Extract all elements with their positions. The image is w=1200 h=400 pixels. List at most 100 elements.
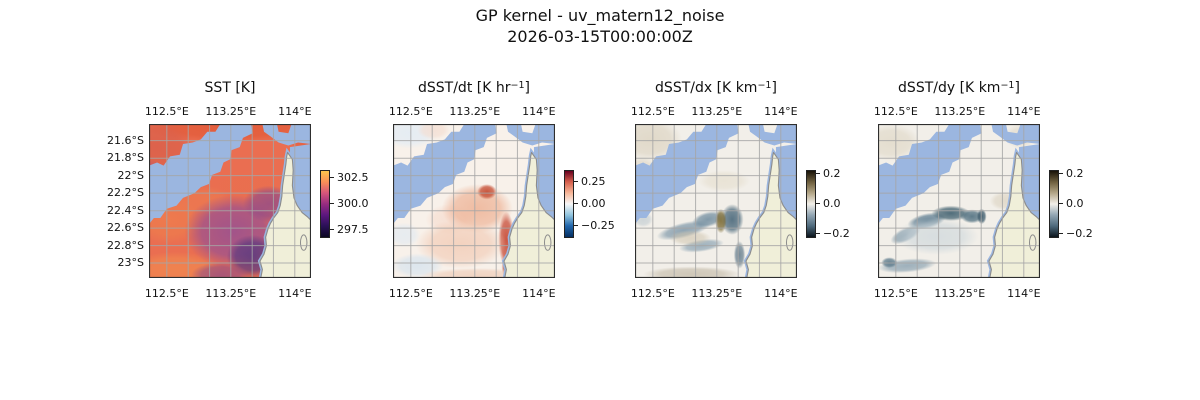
- field-blob: [698, 170, 751, 192]
- colorbar-tick: [330, 177, 334, 179]
- colorbar-dsst-dx: [806, 170, 816, 238]
- y-tick-label: 22.6°S: [107, 221, 144, 235]
- panel-title-sup: −1: [757, 79, 772, 91]
- colorbar-tick-label: 300.0: [337, 196, 369, 210]
- x-tick-label-top: 112.5°E: [144, 105, 189, 118]
- x-tick-label-top: 113.25°E: [205, 105, 257, 118]
- colorbar-tick: [1059, 173, 1063, 175]
- x-tick-label-bottom: 114°E: [764, 287, 798, 300]
- panel-title-text: dSST/dy [K km: [898, 80, 1001, 96]
- cloud-mask: [149, 124, 253, 225]
- x-tick-label-top: 112.5°E: [630, 105, 675, 118]
- x-tick-label-bottom: 113.25°E: [691, 287, 743, 300]
- x-tick-label-bottom: 113.25°E: [449, 287, 501, 300]
- island: [1028, 234, 1037, 251]
- map-frame: [878, 124, 1040, 278]
- x-tick-label-top: 114°E: [764, 105, 798, 118]
- x-tick-label-bottom: 113.25°E: [205, 287, 257, 300]
- panel-title-dsst-dt: dSST/dt [K hr−1]: [393, 80, 555, 98]
- x-tick-label-bottom: 114°E: [278, 287, 312, 300]
- field-blob: [415, 219, 507, 269]
- cloud-mask: [393, 124, 497, 225]
- x-tick-label-top: 113.25°E: [449, 105, 501, 118]
- field-blob: [191, 262, 250, 278]
- field-blob: [477, 184, 497, 200]
- colorbar-tick: [816, 203, 820, 204]
- panel-title-sup: −1: [510, 79, 525, 91]
- field-blob: [733, 241, 746, 269]
- field-blob: [931, 205, 971, 222]
- colorbar-tick-label: 0.0: [823, 197, 841, 210]
- y-tick-label: 22°S: [117, 168, 144, 182]
- panel-title-text: ]: [524, 80, 530, 96]
- map-svg-dsst-dy: [878, 124, 1040, 278]
- x-tick-label-top: 114°E: [522, 105, 556, 118]
- x-tick-label-top: 114°E: [278, 105, 312, 118]
- field-blob: [878, 124, 921, 161]
- panel-title-text: SST [K]: [204, 80, 256, 96]
- field-blob: [669, 230, 712, 246]
- suptitle-line2: 2026-03-15T00:00:00Z: [507, 27, 693, 46]
- colorbar-tick: [574, 181, 578, 183]
- cloud-mask: [878, 124, 982, 225]
- colorbar-tick-label: 302.5: [337, 171, 369, 185]
- cloud-mask: [635, 124, 739, 225]
- panel-title-dsst-dy: dSST/dy [K km−1]: [878, 80, 1040, 98]
- field-blob: [417, 124, 450, 140]
- panel-title-text: dSST/dt [K hr: [418, 80, 511, 96]
- colorbar-sst: [320, 170, 330, 238]
- field-blob: [715, 208, 727, 234]
- colorbar-tick: [1059, 232, 1063, 234]
- panel-title-sup: −1: [1000, 79, 1015, 91]
- panel-title-text: ]: [771, 80, 777, 96]
- colorbar-tick-label: 0.0: [1066, 197, 1084, 210]
- x-tick-label-top: 112.5°E: [873, 105, 918, 118]
- x-tick-label-top: 112.5°E: [388, 105, 433, 118]
- island: [543, 234, 552, 251]
- x-tick-label-bottom: 112.5°E: [388, 287, 433, 300]
- y-tick-label: 21.8°S: [107, 151, 144, 165]
- x-tick-label-bottom: 112.5°E: [630, 287, 675, 300]
- field-blob: [894, 217, 979, 255]
- map-svg-sst: [149, 124, 311, 278]
- colorbar-tick-label: −0.2: [1066, 226, 1093, 240]
- y-tick-label: 22.4°S: [107, 203, 144, 217]
- colorbar-tick-label: 0.00: [581, 197, 606, 210]
- colorbar-tick: [1059, 203, 1063, 204]
- colorbar-tick: [574, 224, 578, 226]
- x-tick-label-bottom: 114°E: [522, 287, 556, 300]
- colorbar-dsst-dt: [564, 170, 574, 238]
- colorbar-tick: [330, 228, 334, 230]
- colorbar-tick-label: 0.2: [1066, 167, 1084, 181]
- x-tick-label-top: 113.25°E: [691, 105, 743, 118]
- panel-title-dsst-dx: dSST/dx [K km−1]: [635, 80, 797, 98]
- panel-map-dsst-dx: [635, 124, 797, 278]
- colorbar-tick-label: 0.25: [581, 175, 606, 189]
- y-tick-label: 22.2°S: [107, 186, 144, 200]
- panel-map-dsst-dt: [393, 124, 555, 278]
- x-tick-label-bottom: 113.25°E: [934, 287, 986, 300]
- island: [785, 234, 794, 251]
- x-tick-label-top: 113.25°E: [934, 105, 986, 118]
- panel-title-sst: SST [K]: [149, 80, 311, 96]
- y-tick-label: 21.6°S: [107, 133, 144, 147]
- colorbar-tick-label: 0.2: [823, 167, 841, 181]
- map-svg-dsst-dt: [393, 124, 555, 278]
- map-frame: [635, 124, 797, 278]
- panel-map-dsst-dy: [878, 124, 1040, 278]
- colorbar-tick: [574, 203, 578, 204]
- x-tick-label-bottom: 114°E: [1007, 287, 1041, 300]
- field-blob: [393, 222, 421, 248]
- colorbar-tick: [330, 202, 334, 204]
- map-frame: [393, 124, 555, 278]
- panel-map-sst: [149, 124, 311, 278]
- island: [299, 234, 308, 251]
- y-tick-label: 23°S: [117, 256, 144, 270]
- panel-title-text: ]: [1014, 80, 1020, 96]
- panel-title-text: dSST/dx [K km: [655, 80, 758, 96]
- map-svg-dsst-dx: [635, 124, 797, 278]
- colorbar-tick: [816, 173, 820, 175]
- x-tick-label-top: 114°E: [1007, 105, 1041, 118]
- colorbar-tick: [816, 232, 820, 234]
